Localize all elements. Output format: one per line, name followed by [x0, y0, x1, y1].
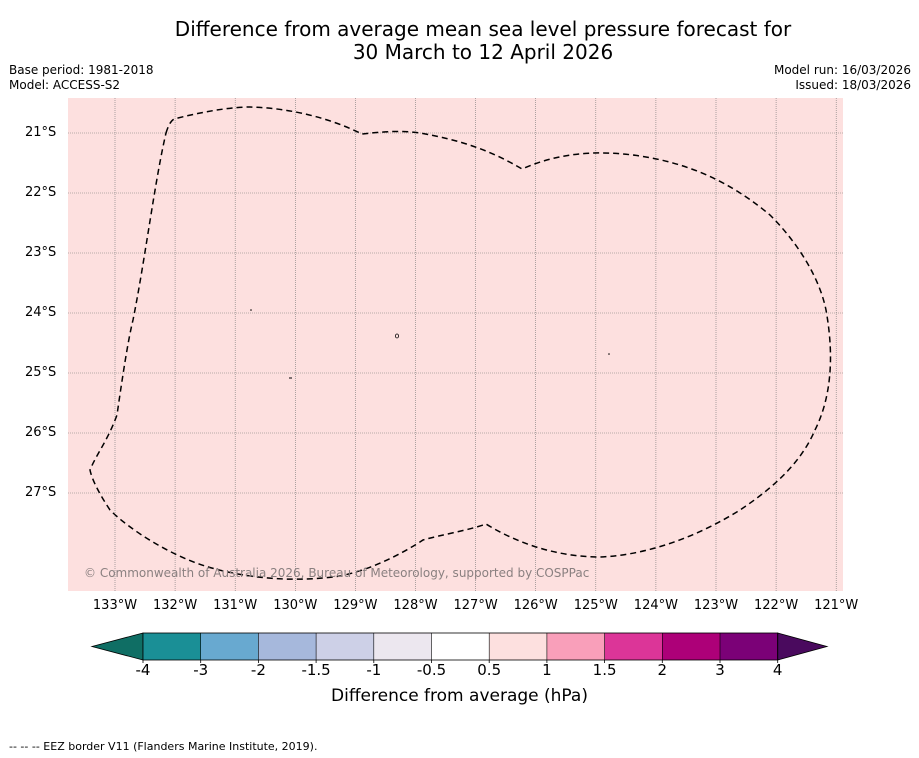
meta-right: Model run: 16/03/2026 Issued: 18/03/2026 [774, 63, 911, 93]
colorbar-tick-label: 1.5 [592, 661, 617, 679]
latitude-label: 27°S [25, 485, 57, 500]
longitude-label: 123°W [693, 598, 739, 613]
issued-text: Issued: 18/03/2026 [795, 78, 911, 92]
copyright-text: © Commonwealth of Australia 2026, Bureau… [84, 566, 590, 580]
model-text: Model: ACCESS-S2 [9, 78, 121, 92]
latitude-label: 25°S [25, 365, 57, 380]
latitude-label: 24°S [25, 305, 57, 320]
colorbar-tick-label: -1.5 [301, 661, 331, 679]
island-marker [608, 353, 610, 355]
map-svg [68, 98, 843, 591]
longitude-label: 130°W [273, 598, 318, 613]
model-run-text: Model run: 16/03/2026 [773, 63, 911, 77]
longitude-label: 131°W [213, 598, 258, 613]
base-period-text: Base period: 1981-2018 [9, 63, 154, 77]
latitude-label: 22°S [25, 185, 57, 200]
longitude-label: 122°W [754, 598, 799, 613]
chart-title: Difference from average mean sea level p… [0, 18, 919, 64]
colorbar-label: Difference from average (hPa) [331, 686, 588, 706]
title-line-2: 30 March to 12 April 2026 [352, 40, 614, 64]
longitude-label: 127°W [453, 598, 498, 613]
colorbar-tick-label: 3 [715, 661, 725, 679]
longitude-label: 129°W [333, 598, 378, 613]
colorbar-tick-label: 0.5 [477, 661, 502, 679]
colorbar-tick-label: -2 [250, 661, 266, 679]
title-line-1: Difference from average mean sea level p… [174, 17, 792, 41]
longitude-label: 128°W [393, 598, 438, 613]
colorbar-tick-label: -0.5 [416, 661, 447, 679]
island-marker [394, 333, 399, 339]
latitude-label: 23°S [25, 245, 57, 260]
longitude-gridlines [114, 98, 837, 591]
colorbar-tick-label: 2 [657, 661, 668, 679]
colorbar-tick-label: -1 [366, 661, 382, 679]
longitude-label: 124°W [633, 598, 678, 613]
map-background [68, 98, 843, 591]
latitude-label: 21°S [25, 125, 57, 140]
longitude-label: 125°W [573, 598, 618, 613]
meta-left: Base period: 1981-2018 Model: ACCESS-S2 [9, 63, 154, 93]
longitude-label: 133°W [92, 598, 138, 613]
longitude-label: 121°W [814, 598, 859, 613]
colorbar-tick-label: 1 [542, 661, 552, 679]
colorbar-tick-label: -4 [135, 661, 151, 679]
longitude-label: 126°W [513, 598, 558, 613]
eez-border [89, 106, 832, 580]
colorbar-tick-label: -3 [193, 661, 209, 679]
colorbar-tick-label: 4 [772, 661, 783, 679]
island-marker [250, 309, 252, 311]
latitude-label: 26°S [25, 425, 57, 440]
longitude-label: 132°W [153, 598, 198, 613]
footer-legend: -- -- -- EEZ border V11 (Flanders Marine… [9, 740, 318, 753]
